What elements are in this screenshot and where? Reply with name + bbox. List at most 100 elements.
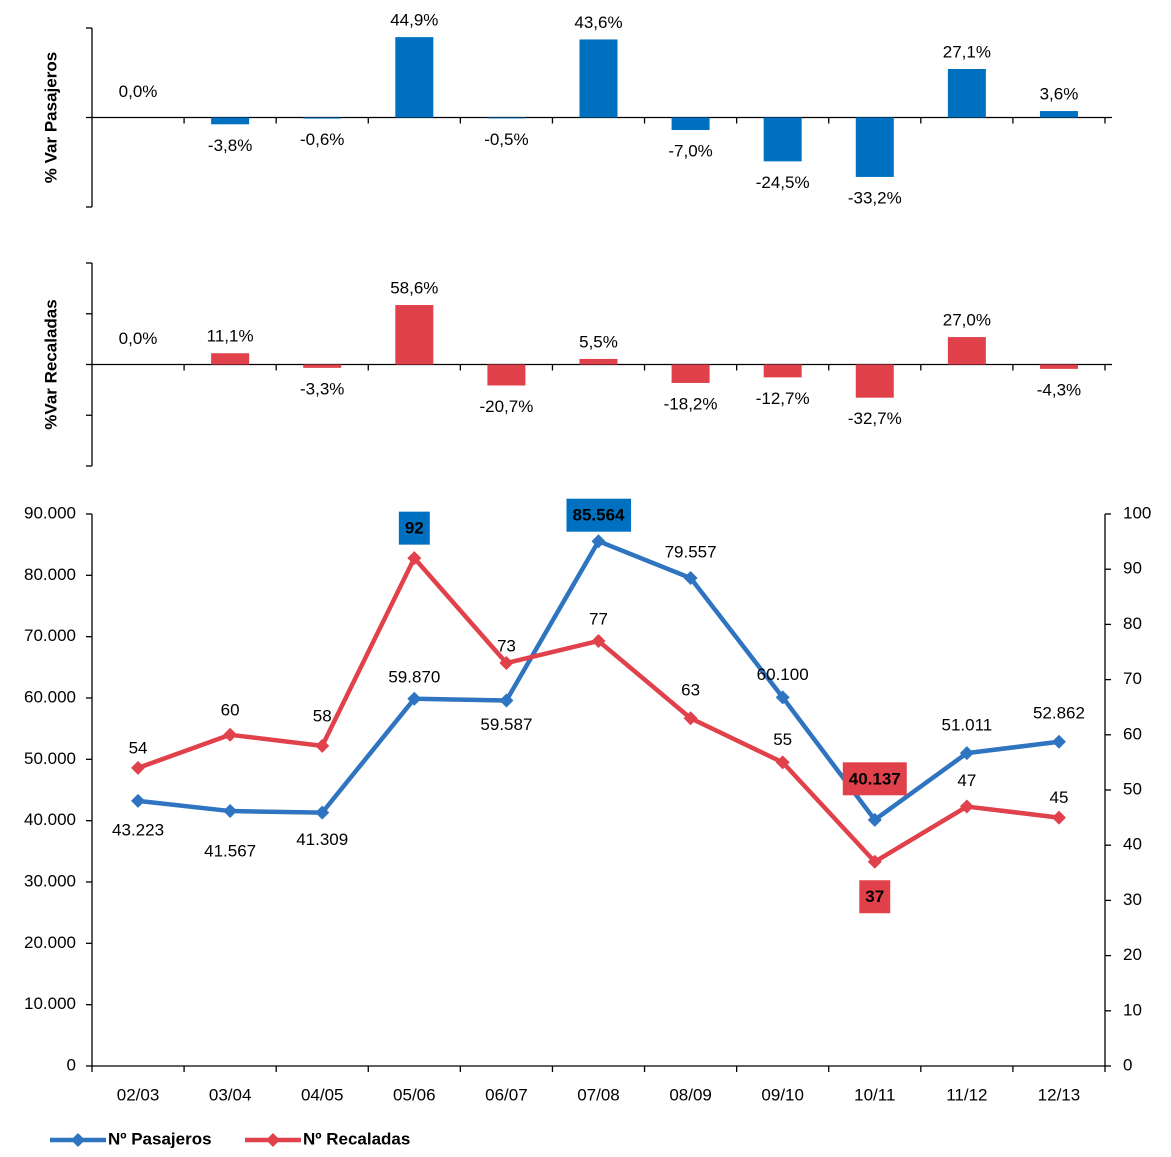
value-label: 45 <box>1049 788 1068 807</box>
series-line <box>137 555 1060 865</box>
value-label: 79.557 <box>665 543 717 562</box>
y-tick-label: 0 <box>67 1055 76 1074</box>
y2-tick-label: 60 <box>1123 724 1142 743</box>
label-box <box>842 762 907 796</box>
bar <box>1039 364 1078 369</box>
y2-tick-label: 10 <box>1123 1000 1142 1019</box>
x-tick-label: 04/05 <box>301 1085 344 1104</box>
bar <box>671 117 710 131</box>
value-label: 51.011 <box>941 716 992 735</box>
value-label: 27,1% <box>943 42 991 61</box>
y-tick-label: 90.000 <box>24 503 76 522</box>
y2-tick-label: 70 <box>1123 669 1142 688</box>
value-label: 63 <box>681 681 700 700</box>
y-tick-label: 10.000 <box>24 994 76 1013</box>
y-tick-label: 70.000 <box>24 626 76 645</box>
y2-tick-label: 30 <box>1123 890 1142 909</box>
x-tick-label: 06/07 <box>485 1085 528 1104</box>
marker <box>223 804 238 819</box>
marker <box>131 760 146 775</box>
x-tick-label: 02/03 <box>117 1085 160 1104</box>
value-label: 54 <box>129 738 148 757</box>
value-label: 58 <box>313 706 332 725</box>
marker <box>1051 734 1066 749</box>
marker <box>959 746 974 761</box>
y-tick-label: 80.000 <box>24 565 76 584</box>
value-label: 0,0% <box>119 82 158 101</box>
value-label: -33,2% <box>848 188 902 207</box>
value-label: 92 <box>405 519 424 538</box>
value-label: -0,6% <box>300 130 344 149</box>
bar <box>855 364 894 398</box>
value-label: 5,5% <box>579 332 618 351</box>
y2-tick-label: 40 <box>1123 835 1142 854</box>
bar <box>671 364 710 383</box>
value-label: 11,1% <box>207 327 254 346</box>
value-label: 60 <box>221 700 240 719</box>
y2-tick-label: 0 <box>1123 1055 1132 1074</box>
x-tick-label: 10/11 <box>854 1085 895 1104</box>
value-label: 41.309 <box>296 830 348 849</box>
y-tick-label: 50.000 <box>24 749 76 768</box>
x-tick-label: 12/13 <box>1038 1085 1081 1104</box>
series-line <box>137 538 1060 823</box>
value-label: 47 <box>957 771 976 790</box>
value-label: 55 <box>773 730 792 749</box>
bar <box>487 117 526 119</box>
marker <box>499 656 514 671</box>
value-label: -20,7% <box>479 397 533 416</box>
marker <box>591 633 606 648</box>
bar <box>947 68 986 118</box>
legend-marker <box>71 1133 85 1147</box>
bar <box>395 37 434 118</box>
marker <box>223 727 238 742</box>
label-box <box>859 880 891 914</box>
bar <box>1039 111 1078 118</box>
value-label: 37 <box>865 887 884 906</box>
bar <box>211 117 250 125</box>
marker <box>131 793 146 808</box>
bar <box>487 364 526 386</box>
x-tick-label: 09/10 <box>761 1085 804 1104</box>
legend-label: Nº Pasajeros <box>108 1129 212 1148</box>
value-label: 59.870 <box>388 667 440 686</box>
y-tick-label: 30.000 <box>24 871 76 890</box>
bar <box>211 353 250 365</box>
marker <box>499 693 514 708</box>
y-tick-label: 20.000 <box>24 933 76 952</box>
label-box <box>566 498 632 532</box>
bar <box>579 39 618 118</box>
marker <box>315 805 330 820</box>
bar <box>763 364 802 378</box>
value-label: -12,7% <box>756 389 810 408</box>
value-label: 59.587 <box>480 715 532 734</box>
value-label: -4,3% <box>1037 380 1081 399</box>
label-box <box>398 511 430 545</box>
value-label: -32,7% <box>848 409 902 428</box>
bar <box>303 364 342 368</box>
legend-label: Nº Recaladas <box>303 1129 410 1148</box>
bar <box>763 117 802 162</box>
value-label: 0,0% <box>119 329 158 348</box>
y2-tick-label: 80 <box>1123 614 1142 633</box>
x-tick-label: 11/12 <box>946 1085 987 1104</box>
y-tick-label: 60.000 <box>24 687 76 706</box>
marker <box>959 799 974 814</box>
value-label: 77 <box>589 609 608 628</box>
bar <box>579 358 618 365</box>
value-label: -18,2% <box>664 394 718 413</box>
value-label: 52.862 <box>1033 703 1085 722</box>
value-label: -3,8% <box>208 136 252 155</box>
value-label: 41.567 <box>204 842 256 861</box>
value-label: 58,6% <box>390 279 438 298</box>
marker <box>407 691 422 706</box>
marker <box>407 551 422 566</box>
marker <box>867 812 882 827</box>
value-label: 73 <box>497 637 516 656</box>
value-label: 60.100 <box>757 665 809 684</box>
marker <box>315 738 330 753</box>
marker <box>683 571 698 586</box>
bar <box>947 337 986 365</box>
value-label: -3,3% <box>300 379 344 398</box>
